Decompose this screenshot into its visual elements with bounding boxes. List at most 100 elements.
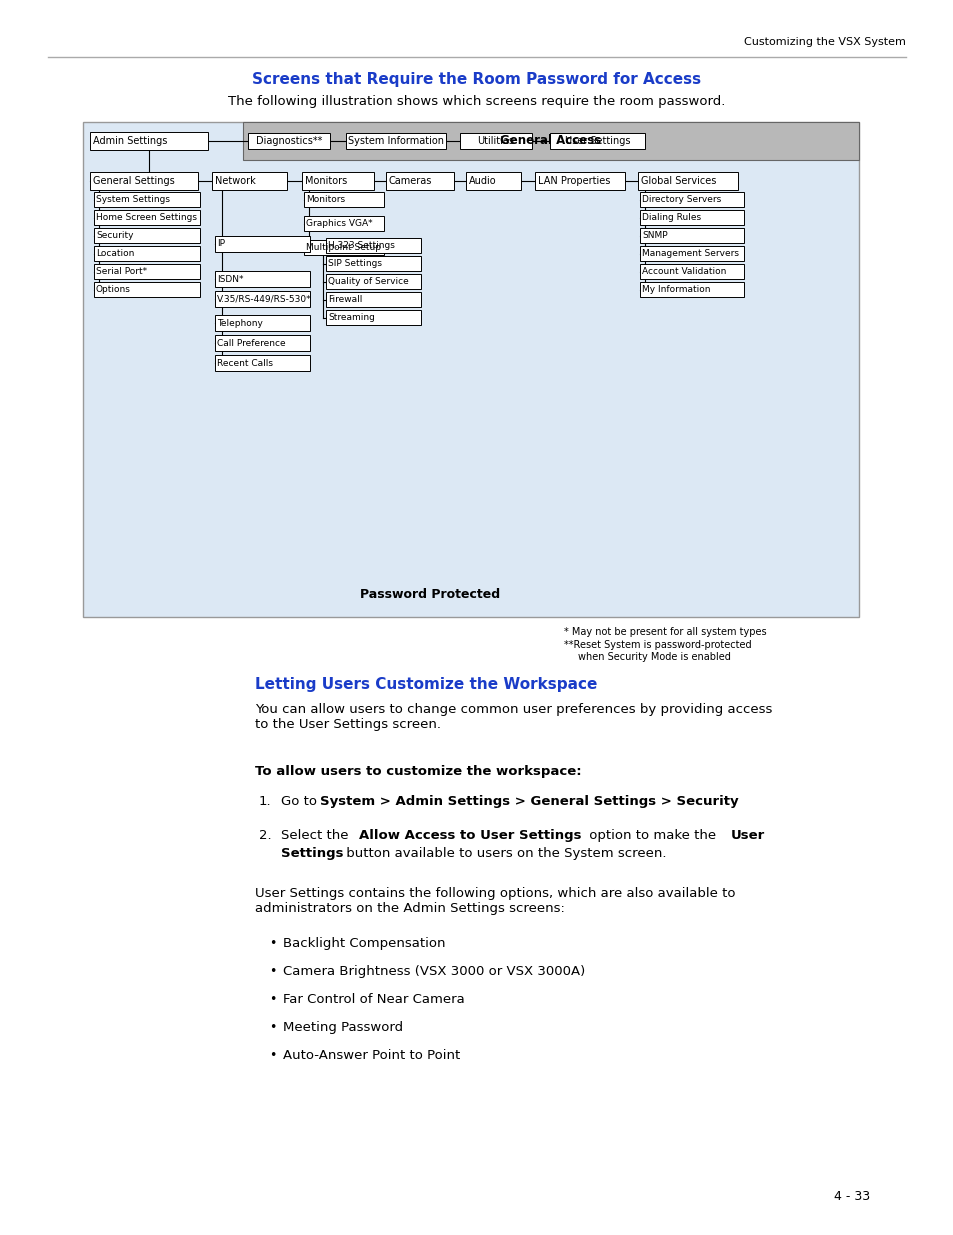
Text: Utilities: Utilities: [477, 136, 514, 146]
FancyBboxPatch shape: [214, 354, 310, 370]
Text: User Settings contains the following options, which are also available to
admini: User Settings contains the following opt…: [254, 887, 735, 915]
Text: H.323 Settings: H.323 Settings: [328, 241, 395, 249]
FancyBboxPatch shape: [94, 246, 200, 261]
Text: Multipoint Setup: Multipoint Setup: [306, 243, 380, 252]
Text: Location: Location: [96, 249, 134, 258]
FancyBboxPatch shape: [326, 310, 420, 325]
Text: General Access: General Access: [500, 135, 601, 147]
Text: •: •: [269, 993, 276, 1007]
Text: ISDN*: ISDN*: [216, 274, 243, 284]
FancyBboxPatch shape: [94, 191, 200, 207]
Text: Management Servers: Management Servers: [641, 249, 739, 258]
Text: Graphics VGA*: Graphics VGA*: [306, 219, 373, 228]
FancyBboxPatch shape: [639, 228, 743, 243]
Text: V.35/RS-449/RS-530*: V.35/RS-449/RS-530*: [216, 294, 312, 304]
FancyBboxPatch shape: [326, 256, 420, 270]
FancyBboxPatch shape: [90, 132, 208, 149]
Text: **Reset System is password-protected: **Reset System is password-protected: [563, 640, 751, 650]
FancyBboxPatch shape: [326, 238, 420, 253]
FancyBboxPatch shape: [83, 122, 858, 618]
Text: Firewall: Firewall: [328, 295, 362, 304]
Text: Password Protected: Password Protected: [359, 589, 499, 601]
FancyBboxPatch shape: [465, 172, 520, 190]
Text: Customizing the VSX System: Customizing the VSX System: [743, 37, 905, 47]
Text: Account Validation: Account Validation: [641, 267, 725, 275]
Text: •: •: [269, 1021, 276, 1034]
Text: Meeting Password: Meeting Password: [283, 1021, 403, 1034]
FancyBboxPatch shape: [90, 172, 198, 190]
Text: The following illustration shows which screens require the room password.: The following illustration shows which s…: [228, 95, 725, 107]
FancyBboxPatch shape: [639, 191, 743, 207]
Text: when Security Mode is enabled: when Security Mode is enabled: [578, 652, 730, 662]
Text: •: •: [269, 1049, 276, 1062]
Text: 2.: 2.: [258, 829, 272, 842]
Text: Backlight Compensation: Backlight Compensation: [283, 937, 445, 950]
Text: Directory Servers: Directory Servers: [641, 195, 720, 204]
Text: Monitors: Monitors: [306, 195, 345, 204]
Text: •: •: [269, 937, 276, 950]
Text: Select the: Select the: [281, 829, 353, 842]
Text: Cameras: Cameras: [389, 177, 432, 186]
FancyBboxPatch shape: [94, 282, 200, 296]
Text: Home Screen Settings: Home Screen Settings: [96, 212, 196, 222]
Text: User Settings: User Settings: [564, 136, 630, 146]
Text: Streaming: Streaming: [328, 312, 375, 322]
Text: 1.: 1.: [258, 795, 272, 808]
FancyBboxPatch shape: [214, 236, 310, 252]
FancyBboxPatch shape: [214, 270, 310, 287]
Text: Global Services: Global Services: [640, 177, 716, 186]
Text: 4 - 33: 4 - 33: [833, 1191, 869, 1203]
FancyBboxPatch shape: [535, 172, 624, 190]
FancyBboxPatch shape: [326, 291, 420, 308]
Text: Admin Settings: Admin Settings: [92, 136, 167, 146]
Text: Call Preference: Call Preference: [216, 338, 285, 347]
Text: Serial Port*: Serial Port*: [96, 267, 147, 275]
FancyBboxPatch shape: [243, 122, 858, 161]
Text: System > Admin Settings > General Settings > Security: System > Admin Settings > General Settin…: [319, 795, 738, 808]
FancyBboxPatch shape: [459, 133, 532, 149]
FancyBboxPatch shape: [214, 291, 310, 308]
FancyBboxPatch shape: [639, 246, 743, 261]
Text: Monitors: Monitors: [305, 177, 347, 186]
Text: You can allow users to change common user preferences by providing access
to the: You can allow users to change common use…: [254, 703, 772, 731]
FancyBboxPatch shape: [94, 210, 200, 225]
Text: My Information: My Information: [641, 285, 710, 294]
Text: * May not be present for all system types: * May not be present for all system type…: [563, 627, 766, 637]
Text: Settings: Settings: [281, 847, 343, 860]
Text: To allow users to customize the workspace:: To allow users to customize the workspac…: [254, 764, 581, 778]
FancyBboxPatch shape: [346, 133, 446, 149]
Text: Auto-Answer Point to Point: Auto-Answer Point to Point: [283, 1049, 459, 1062]
Text: System Information: System Information: [348, 136, 443, 146]
FancyBboxPatch shape: [639, 264, 743, 279]
Text: SNMP: SNMP: [641, 231, 667, 240]
Text: IP: IP: [216, 240, 225, 248]
Text: Network: Network: [214, 177, 255, 186]
FancyBboxPatch shape: [550, 133, 644, 149]
Text: •: •: [269, 965, 276, 978]
FancyBboxPatch shape: [214, 315, 310, 331]
FancyBboxPatch shape: [212, 172, 287, 190]
Text: Letting Users Customize the Workspace: Letting Users Customize the Workspace: [254, 677, 597, 692]
Text: .: .: [708, 795, 713, 808]
FancyBboxPatch shape: [639, 210, 743, 225]
FancyBboxPatch shape: [304, 240, 384, 254]
Text: Allow Access to User Settings: Allow Access to User Settings: [358, 829, 581, 842]
FancyBboxPatch shape: [639, 282, 743, 296]
Text: Dialing Rules: Dialing Rules: [641, 212, 700, 222]
Text: Options: Options: [96, 285, 131, 294]
Text: Security: Security: [96, 231, 133, 240]
Text: System Settings: System Settings: [96, 195, 170, 204]
Text: Audio: Audio: [469, 177, 497, 186]
FancyBboxPatch shape: [94, 228, 200, 243]
FancyBboxPatch shape: [248, 133, 330, 149]
FancyBboxPatch shape: [386, 172, 454, 190]
FancyBboxPatch shape: [214, 335, 310, 351]
Text: Quality of Service: Quality of Service: [328, 277, 408, 287]
FancyBboxPatch shape: [326, 274, 420, 289]
Text: LAN Properties: LAN Properties: [537, 177, 610, 186]
Text: Camera Brightness (VSX 3000 or VSX 3000A): Camera Brightness (VSX 3000 or VSX 3000A…: [283, 965, 584, 978]
FancyBboxPatch shape: [94, 264, 200, 279]
Text: option to make the: option to make the: [584, 829, 720, 842]
Text: General Settings: General Settings: [92, 177, 174, 186]
Text: Screens that Require the Room Password for Access: Screens that Require the Room Password f…: [253, 72, 700, 86]
